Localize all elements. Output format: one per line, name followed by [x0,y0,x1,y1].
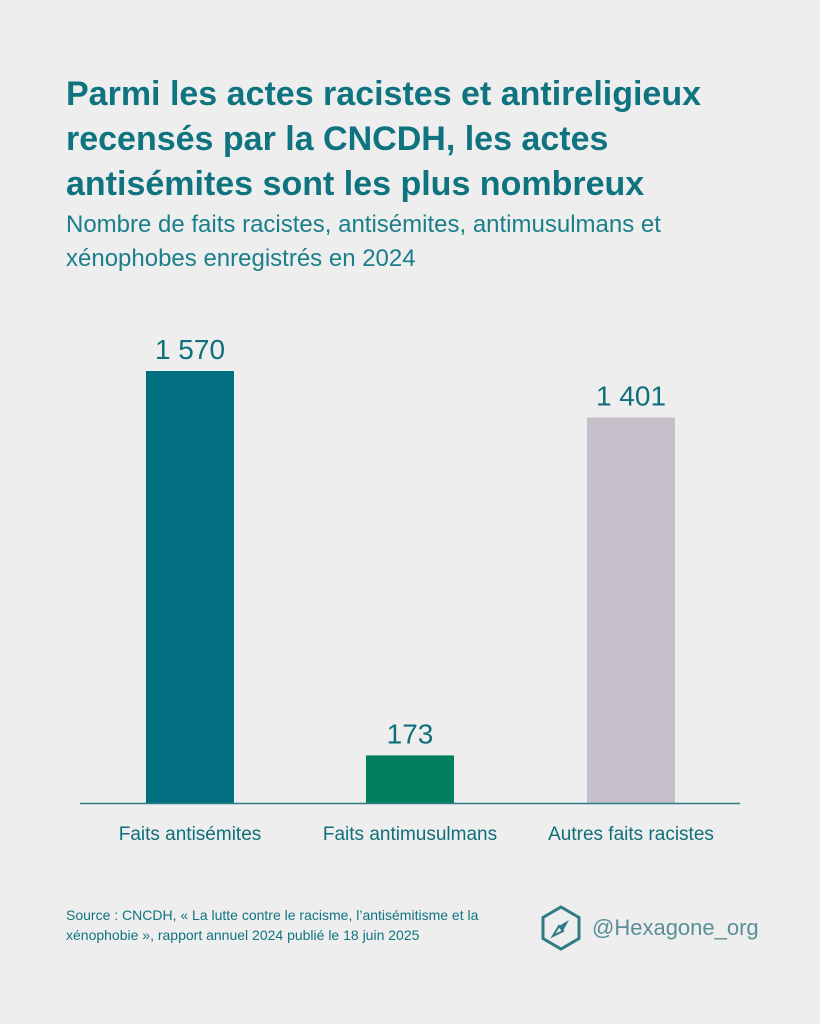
category-label: Faits antisémites [119,824,262,845]
bar [366,755,454,803]
brand-handle: @Hexagone_org [592,915,759,940]
value-label: 1 570 [155,334,225,365]
bar [146,371,234,803]
chart-subtitle: Nombre de faits racistes, antisémites, a… [66,211,661,272]
brand: @Hexagone_org [540,905,759,951]
value-label: 173 [387,718,434,749]
chart-title: Parmi les actes racistes et antireligieu… [66,75,702,203]
hexagon-compass-icon [541,905,581,951]
bar-chart: 1 570 Faits antisémites 173 Faits antimusul… [80,334,740,845]
source-note: Source : CNCDH, « La lutte contre le rac… [66,907,479,943]
category-label: Autres faits racistes [548,824,714,845]
value-label: 1 401 [596,381,666,412]
category-label: Faits antimusulmans [323,824,497,845]
bar [587,417,675,803]
